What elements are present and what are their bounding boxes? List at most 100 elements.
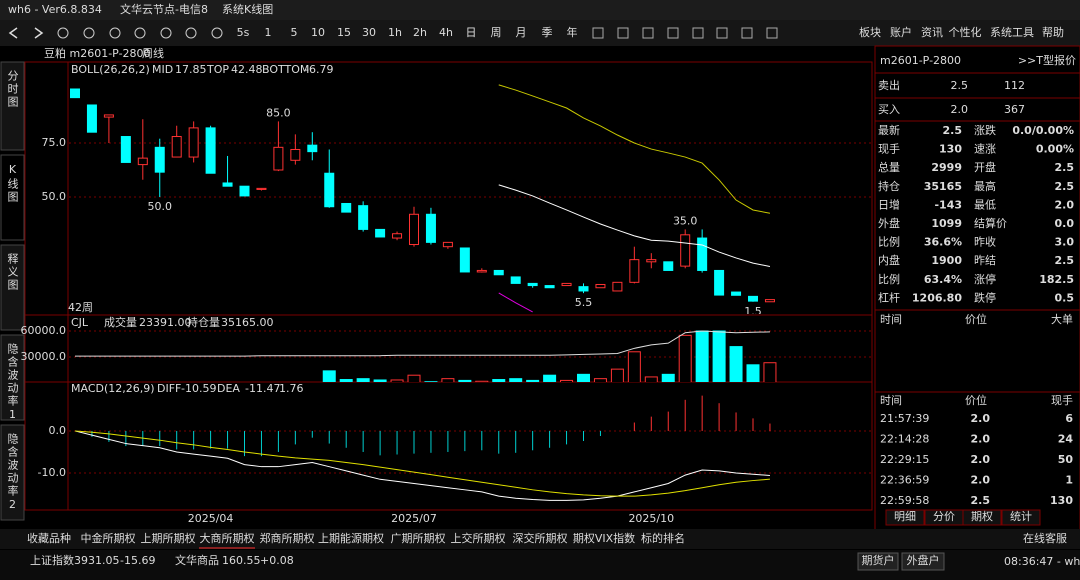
app-version: wh6 - Ver6.8.834 xyxy=(8,3,102,16)
quote-value: 0.0 xyxy=(1055,217,1075,230)
menu-item[interactable]: 个性化 xyxy=(949,25,982,39)
period-button[interactable]: 日 xyxy=(466,26,477,39)
market-tab[interactable]: 期权VIX指数 xyxy=(573,531,635,545)
volume-bar xyxy=(560,379,574,382)
toolbar-icon[interactable] xyxy=(642,27,654,39)
menu-item[interactable]: 帮助 xyxy=(1042,25,1064,39)
period-button[interactable]: 15 xyxy=(337,26,351,39)
status-bar xyxy=(0,550,1080,580)
market-tab[interactable]: 大商所期权 xyxy=(200,531,255,545)
panel-tab-label[interactable]: 明细 xyxy=(894,510,916,523)
menu-item[interactable]: 账户 xyxy=(890,25,912,39)
volume-name: 成交量 xyxy=(104,315,137,329)
candle-body xyxy=(595,283,606,289)
period-button[interactable]: 5 xyxy=(291,26,298,39)
toolbar-icon[interactable] xyxy=(716,27,728,39)
plot-area xyxy=(75,330,777,382)
toolbar-icon[interactable] xyxy=(617,27,629,39)
candle-body xyxy=(442,241,453,248)
quote-value: 63.4% xyxy=(924,273,962,286)
period-button[interactable]: 月 xyxy=(516,26,527,39)
market-tab[interactable]: 广期所期权 xyxy=(391,532,446,545)
panel-tab-label[interactable]: 分价 xyxy=(933,510,955,523)
panel-tab-label[interactable]: 统计 xyxy=(1010,510,1032,523)
period-button[interactable]: 4h xyxy=(439,26,453,39)
period-button[interactable]: 2h xyxy=(413,26,427,39)
left-tab-label[interactable]: 分时图 xyxy=(6,70,19,109)
toolbar-icon[interactable] xyxy=(592,27,604,39)
candle-body xyxy=(629,259,640,283)
market-tab[interactable]: 收藏品种 xyxy=(27,531,71,545)
market-tab[interactable]: 上期所期权 xyxy=(141,532,196,545)
toolbar-icon[interactable] xyxy=(692,27,704,39)
period-button[interactable]: 1h xyxy=(388,26,402,39)
candle-body xyxy=(764,299,775,303)
nav-arrow[interactable] xyxy=(8,27,18,39)
t-quote-link[interactable]: >>T型报价 xyxy=(1018,53,1076,67)
price-annotation: 1.5 xyxy=(744,305,762,318)
candle-body xyxy=(70,88,80,99)
quote-label: 跌停 xyxy=(974,290,996,304)
period-button[interactable]: 30 xyxy=(362,26,376,39)
quote-value: 2.5 xyxy=(1055,180,1075,193)
market-tab[interactable]: 上交所期权 xyxy=(451,531,506,545)
menu-item[interactable]: 板块 xyxy=(859,25,881,39)
quote-label: 总量 xyxy=(878,160,900,174)
market-tab[interactable]: 郑商所期权 xyxy=(260,531,315,545)
market-tab[interactable]: 中金所期权 xyxy=(81,531,136,545)
left-tab-label[interactable]: 隐含波动率1 xyxy=(6,343,19,423)
quote-label: 最高 xyxy=(974,179,996,193)
period-button[interactable]: 年 xyxy=(567,25,578,39)
quote-value: 2.0 xyxy=(1055,198,1075,211)
menu-item[interactable]: 系统工具 xyxy=(990,26,1034,39)
macd-dea xyxy=(74,430,770,497)
quote-value: 0.5 xyxy=(1055,291,1075,304)
toolbar-icon[interactable] xyxy=(109,27,121,39)
period-button[interactable]: 季 xyxy=(542,26,553,39)
toolbar-icon[interactable] xyxy=(134,27,146,39)
toolbar-icon[interactable] xyxy=(667,27,679,39)
candle-body xyxy=(680,234,691,267)
quote-label: 最低 xyxy=(974,198,996,211)
left-tab-label[interactable]: 释义图 xyxy=(6,253,19,292)
x-tick-label: 2025/07 xyxy=(391,512,437,525)
left-tab-label[interactable]: K线图 xyxy=(6,163,19,204)
candle-body xyxy=(324,172,335,208)
toolbar-icon[interactable] xyxy=(57,27,69,39)
panel-tab-label[interactable]: 期权 xyxy=(971,510,993,523)
order-side: 买入 xyxy=(878,103,900,116)
account-button-label[interactable]: 外盘户 xyxy=(907,553,940,567)
volume-bar xyxy=(458,379,472,382)
market-tab[interactable]: 上期能源期权 xyxy=(318,531,384,545)
toolbar-icon[interactable] xyxy=(766,27,778,39)
period-button[interactable]: 5s xyxy=(237,26,250,39)
period[interactable]: 周线 xyxy=(142,46,164,60)
period-button[interactable]: 周 xyxy=(491,26,502,39)
support-link[interactable]: 在线客服 xyxy=(1023,531,1067,545)
market-tab[interactable]: 深交所期权 xyxy=(513,531,568,545)
toolbar-icon[interactable] xyxy=(211,27,223,39)
candle-body xyxy=(409,213,419,246)
toolbar-icon[interactable] xyxy=(741,27,753,39)
menu-item[interactable]: 资讯 xyxy=(921,26,943,39)
period-button[interactable]: 1 xyxy=(265,26,272,39)
main-panel xyxy=(24,61,873,511)
volume-bar xyxy=(678,334,692,382)
toolbar-icon[interactable] xyxy=(83,27,95,39)
period-button[interactable]: 10 xyxy=(311,26,325,39)
list-header: 时间 xyxy=(880,394,902,407)
candle-body xyxy=(561,282,572,287)
toolbar-icon[interactable] xyxy=(160,27,172,39)
quote-value: -143 xyxy=(934,198,962,211)
left-tab-label[interactable]: 隐含波动率2 xyxy=(6,433,19,513)
candle-body xyxy=(663,261,674,271)
index-change: +0.08 xyxy=(260,554,294,567)
account-button-label[interactable]: 期货户 xyxy=(862,553,895,567)
nav-arrow[interactable] xyxy=(34,27,44,39)
market-tab[interactable]: 标的排名 xyxy=(641,531,685,545)
toolbar-icon[interactable] xyxy=(185,27,197,39)
candle-body xyxy=(137,157,148,166)
clock: 08:36:47 - wh xyxy=(1004,555,1080,568)
volume-bar xyxy=(593,378,607,382)
quote-label: 现手 xyxy=(878,142,900,156)
